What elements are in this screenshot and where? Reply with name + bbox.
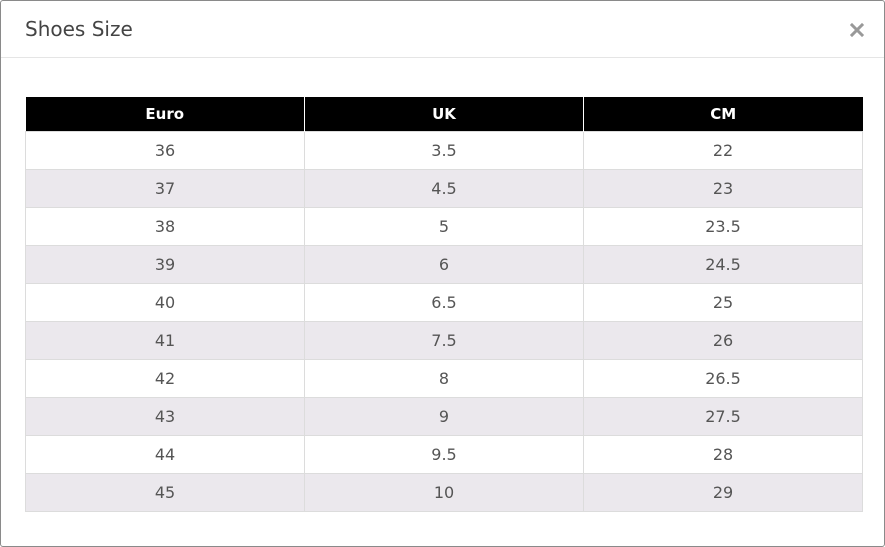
size-table: Euro UK CM 36 3.5 22 37 4.5 23 38: [25, 97, 863, 512]
table-row: 39 6 24.5: [25, 245, 863, 284]
cell-cm: 26: [583, 321, 863, 360]
cell-cm: 29: [583, 473, 863, 512]
column-header-euro: Euro: [25, 97, 305, 132]
cell-cm: 23.5: [583, 207, 863, 246]
cell-euro: 45: [25, 473, 305, 512]
cell-cm: 26.5: [583, 359, 863, 398]
column-header-uk: UK: [304, 97, 584, 132]
cell-uk: 9: [304, 397, 584, 436]
table-row: 40 6.5 25: [25, 283, 863, 322]
table-row: 45 10 29: [25, 473, 863, 512]
table-row: 37 4.5 23: [25, 169, 863, 208]
table-row: 42 8 26.5: [25, 359, 863, 398]
cell-uk: 8: [304, 359, 584, 398]
cell-uk: 4.5: [304, 169, 584, 208]
cell-euro: 36: [25, 131, 305, 170]
cell-cm: 28: [583, 435, 863, 474]
table-row: 41 7.5 26: [25, 321, 863, 360]
cell-uk: 6.5: [304, 283, 584, 322]
cell-cm: 24.5: [583, 245, 863, 284]
modal-title: Shoes Size: [25, 17, 133, 41]
cell-uk: 3.5: [304, 131, 584, 170]
cell-euro: 41: [25, 321, 305, 360]
cell-uk: 10: [304, 473, 584, 512]
cell-uk: 9.5: [304, 435, 584, 474]
modal-header: Shoes Size: [1, 1, 884, 58]
table-row: 38 5 23.5: [25, 207, 863, 246]
table-row: 44 9.5 28: [25, 435, 863, 474]
cell-euro: 43: [25, 397, 305, 436]
close-button[interactable]: [844, 13, 870, 43]
cell-uk: 6: [304, 245, 584, 284]
cell-cm: 27.5: [583, 397, 863, 436]
cell-uk: 7.5: [304, 321, 584, 360]
cell-cm: 22: [583, 131, 863, 170]
cell-euro: 44: [25, 435, 305, 474]
close-icon: [850, 23, 864, 37]
cell-cm: 23: [583, 169, 863, 208]
cell-cm: 25: [583, 283, 863, 322]
table-row: 36 3.5 22: [25, 131, 863, 170]
cell-uk: 5: [304, 207, 584, 246]
column-header-cm: CM: [583, 97, 863, 132]
cell-euro: 42: [25, 359, 305, 398]
cell-euro: 38: [25, 207, 305, 246]
modal-body: Euro UK CM 36 3.5 22 37 4.5 23 38: [25, 97, 863, 512]
cell-euro: 40: [25, 283, 305, 322]
table-row: 43 9 27.5: [25, 397, 863, 436]
cell-euro: 39: [25, 245, 305, 284]
cell-euro: 37: [25, 169, 305, 208]
table-header-row: Euro UK CM: [25, 97, 863, 132]
